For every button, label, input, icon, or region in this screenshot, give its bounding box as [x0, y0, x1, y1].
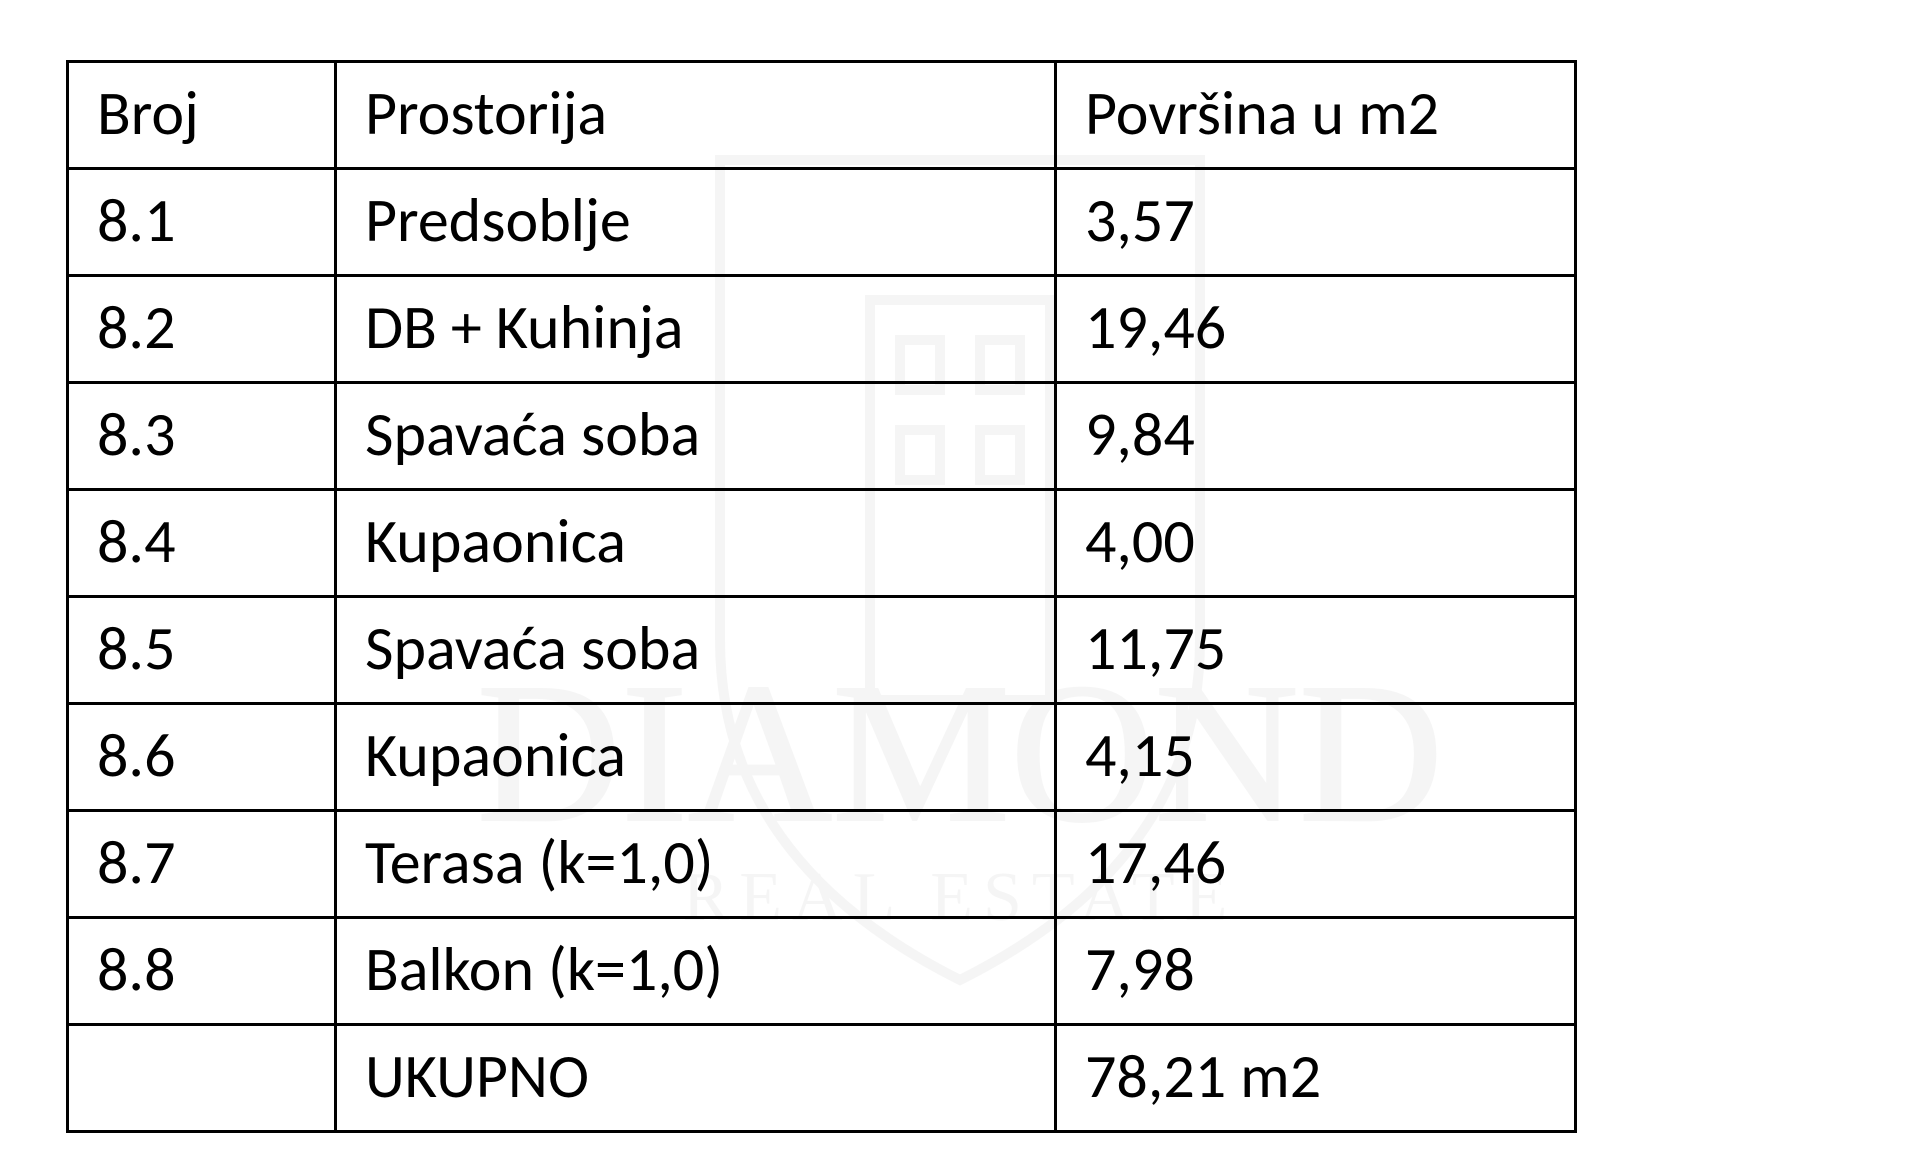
cell-prostorija: Kupaonica — [336, 490, 1056, 597]
cell-total-empty — [68, 1025, 336, 1132]
cell-prostorija: DB + Kuhinja — [336, 276, 1056, 383]
table-row: 8.7 Terasa (k=1,0) 17,46 — [68, 811, 1576, 918]
col-header-broj: Broj — [68, 62, 336, 169]
table-row: 8.3 Spavaća soba 9,84 — [68, 383, 1576, 490]
col-header-povrsina: Površina u m2 — [1056, 62, 1576, 169]
cell-prostorija: Kupaonica — [336, 704, 1056, 811]
cell-broj: 8.6 — [68, 704, 336, 811]
table-header-row: Broj Prostorija Površina u m2 — [68, 62, 1576, 169]
cell-total-label: UKUPNO — [336, 1025, 1056, 1132]
table-row: 8.6 Kupaonica 4,15 — [68, 704, 1576, 811]
cell-prostorija: Spavaća soba — [336, 383, 1056, 490]
cell-broj: 8.8 — [68, 918, 336, 1025]
cell-povrsina: 3,57 — [1056, 169, 1576, 276]
cell-prostorija: Predsoblje — [336, 169, 1056, 276]
cell-broj: 8.1 — [68, 169, 336, 276]
cell-povrsina: 9,84 — [1056, 383, 1576, 490]
cell-broj: 8.2 — [68, 276, 336, 383]
cell-total-value: 78,21 m2 — [1056, 1025, 1576, 1132]
area-table: Broj Prostorija Površina u m2 8.1 Predso… — [66, 60, 1577, 1133]
cell-prostorija: Terasa (k=1,0) — [336, 811, 1056, 918]
cell-broj: 8.5 — [68, 597, 336, 704]
cell-povrsina: 4,00 — [1056, 490, 1576, 597]
cell-povrsina: 7,98 — [1056, 918, 1576, 1025]
cell-broj: 8.7 — [68, 811, 336, 918]
cell-povrsina: 11,75 — [1056, 597, 1576, 704]
col-header-prostorija: Prostorija — [336, 62, 1056, 169]
table-row: 8.8 Balkon (k=1,0) 7,98 — [68, 918, 1576, 1025]
cell-povrsina: 17,46 — [1056, 811, 1576, 918]
table-row: 8.5 Spavaća soba 11,75 — [68, 597, 1576, 704]
cell-broj: 8.3 — [68, 383, 336, 490]
cell-povrsina: 4,15 — [1056, 704, 1576, 811]
cell-broj: 8.4 — [68, 490, 336, 597]
table-row: 8.1 Predsoblje 3,57 — [68, 169, 1576, 276]
cell-prostorija: Spavaća soba — [336, 597, 1056, 704]
table-row: 8.4 Kupaonica 4,00 — [68, 490, 1576, 597]
table-row: 8.2 DB + Kuhinja 19,46 — [68, 276, 1576, 383]
page: DIAMOND REAL ESTATE Broj Prostorija Povr… — [0, 0, 1920, 1168]
cell-prostorija: Balkon (k=1,0) — [336, 918, 1056, 1025]
cell-povrsina: 19,46 — [1056, 276, 1576, 383]
table-total-row: UKUPNO 78,21 m2 — [68, 1025, 1576, 1132]
